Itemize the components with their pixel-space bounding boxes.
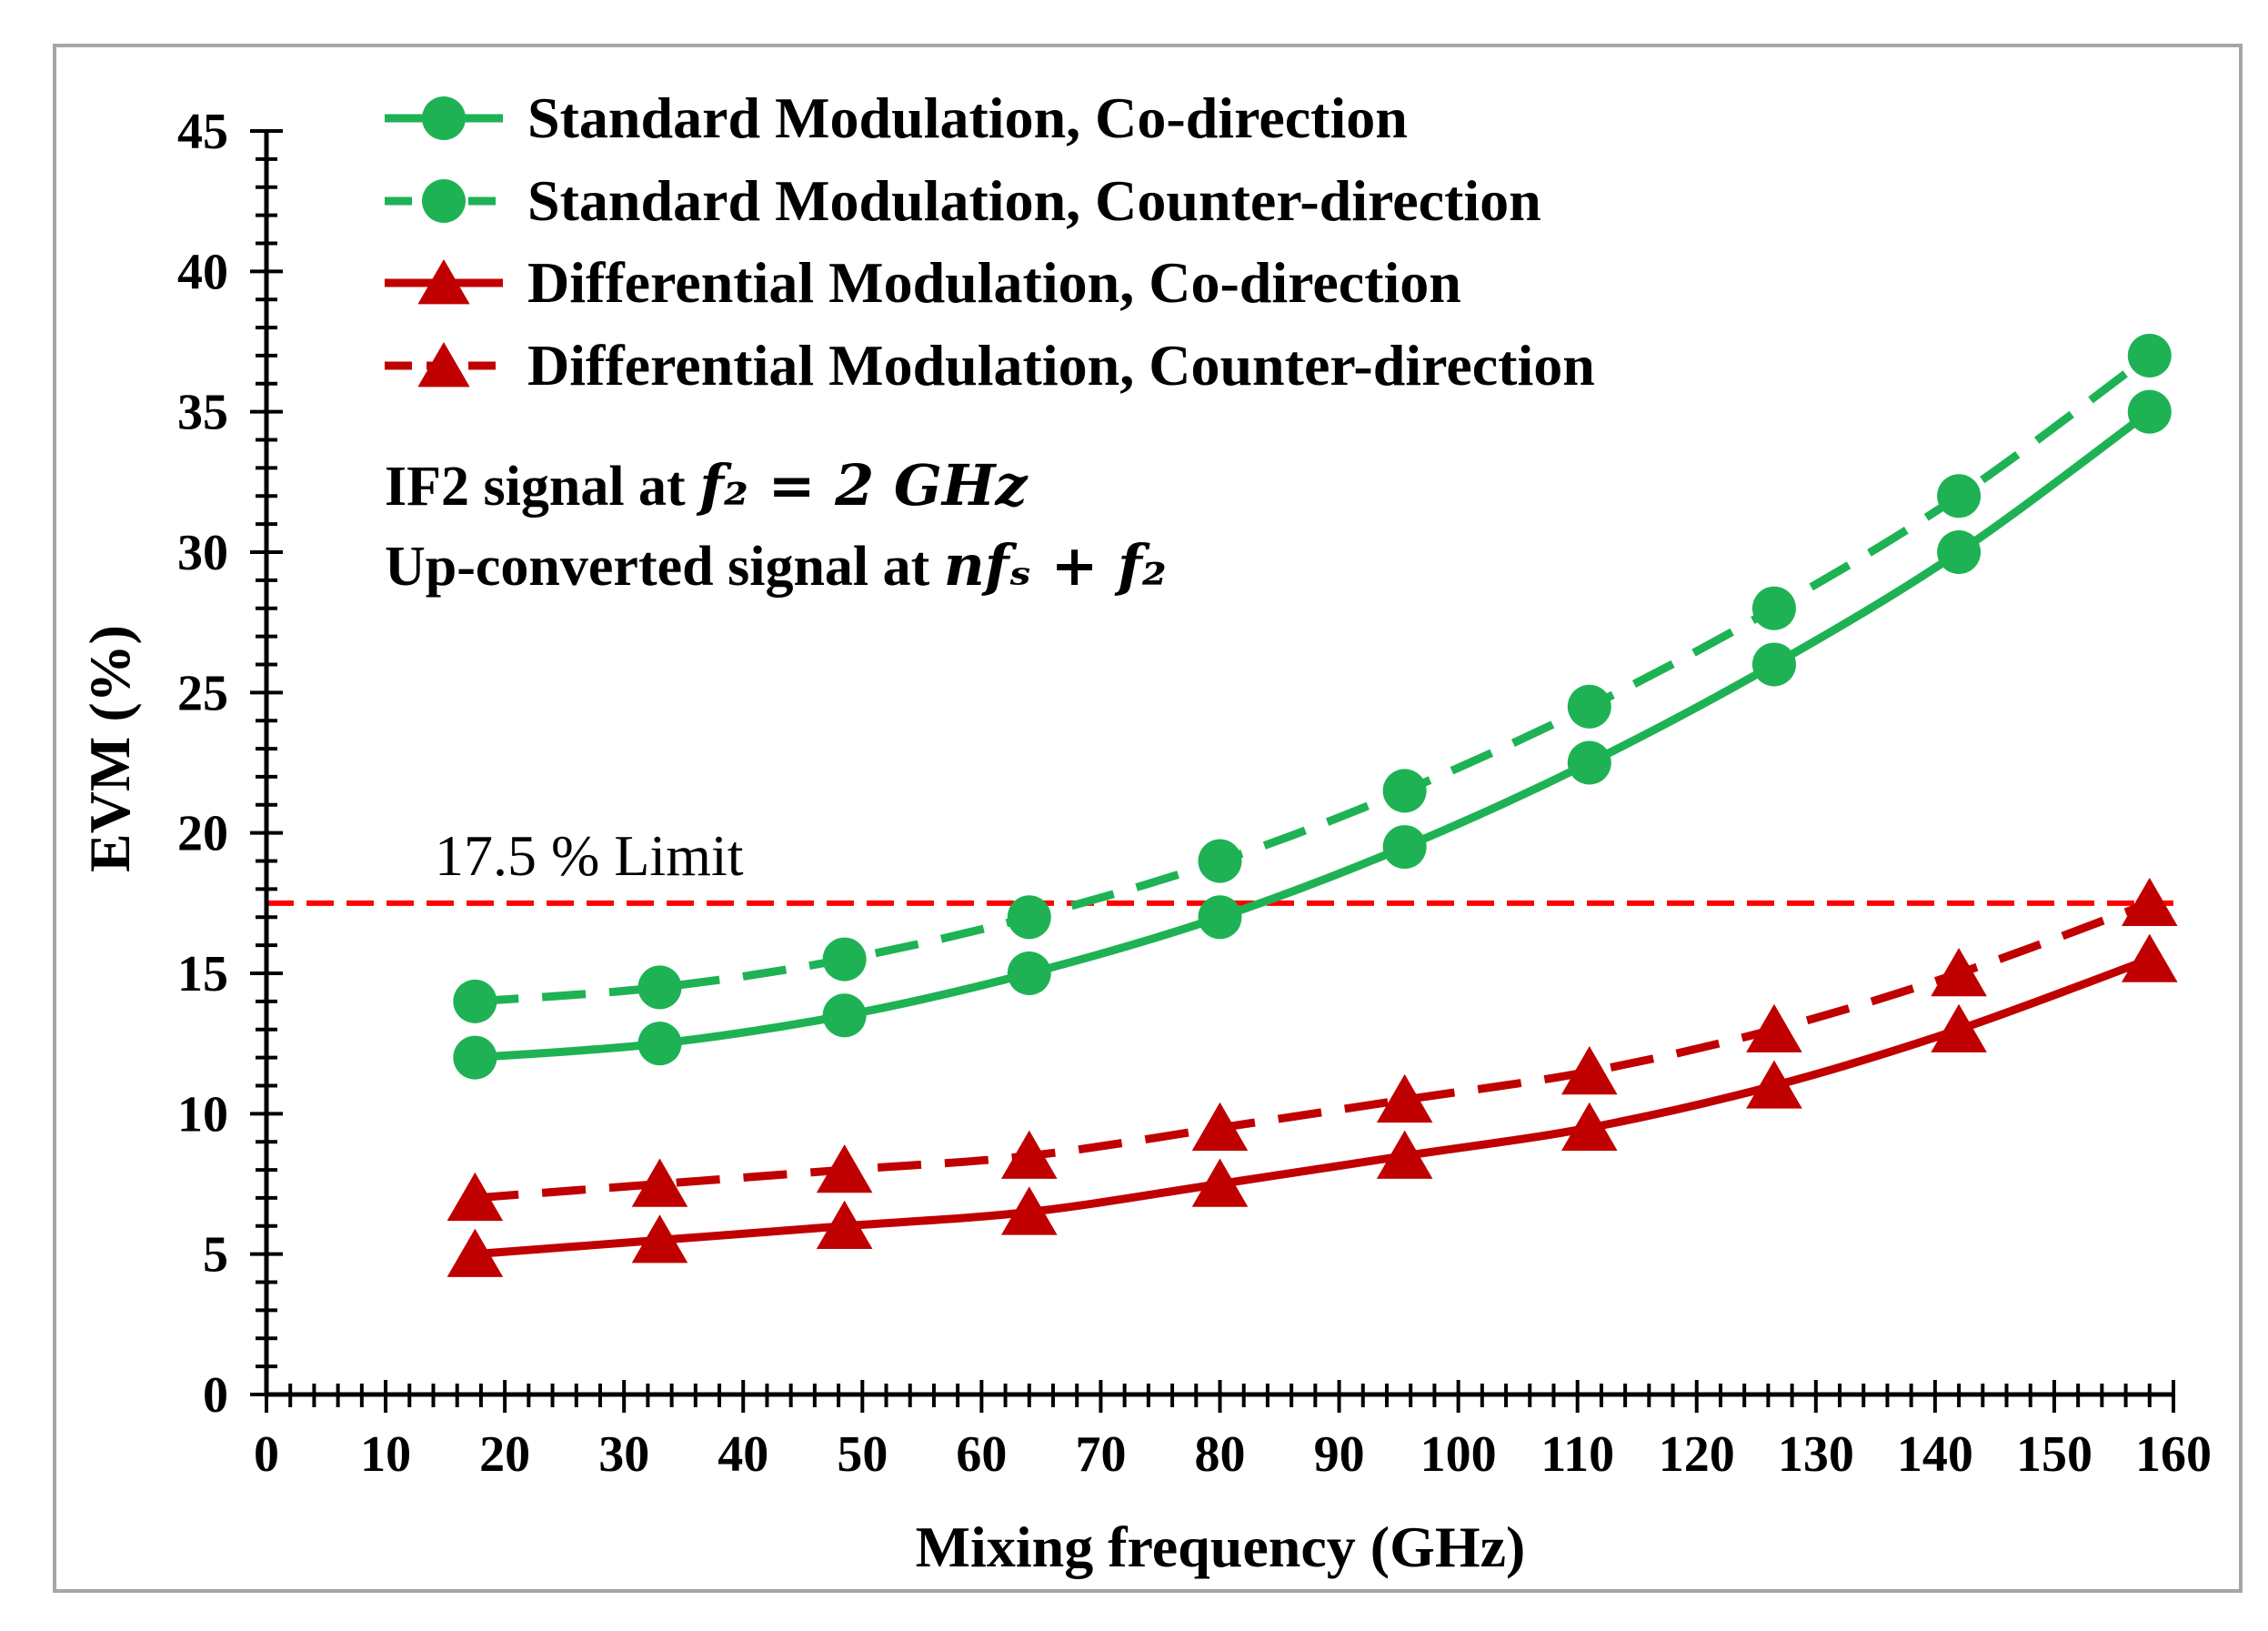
data-point-differential-modulation-counter-direction (1746, 1003, 1802, 1052)
data-point-differential-modulation-counter-direction (447, 1172, 504, 1222)
data-point-differential-modulation-counter-direction (1561, 1046, 1618, 1095)
data-point-differential-modulation-counter-direction (631, 1158, 688, 1207)
legend-marker-differential-modulation-co-direction (417, 259, 470, 305)
x-tick-label: 160 (2135, 1426, 2212, 1483)
limit-label: 17.5 % Limit (435, 823, 744, 888)
data-point-differential-modulation-co-direction (2121, 933, 2178, 982)
x-tick-label: 90 (1314, 1426, 1365, 1483)
data-point-differential-modulation-co-direction (1931, 1003, 1987, 1052)
y-tick-label: 45 (177, 104, 228, 160)
x-tick-label: 110 (1540, 1426, 1614, 1483)
annotation-line-2-text: Up-converted signal at (385, 536, 944, 598)
plot-area (266, 333, 2178, 1277)
series-line-standard-modulation-counter-direction (475, 352, 2153, 1006)
data-point-differential-modulation-counter-direction (1376, 1073, 1433, 1123)
x-tick-label: 40 (718, 1426, 768, 1483)
y-tick-label: 15 (177, 946, 228, 1002)
data-point-standard-modulation-counter-direction (637, 965, 682, 1010)
legend-label-differential-modulation-counter-direction: Differential Modulation, Counter-directi… (527, 333, 1595, 398)
annotation-line-1: IF2 signal at f₂ = 2 GHz (385, 452, 1029, 518)
data-point-standard-modulation-co-direction (637, 1022, 682, 1066)
x-tick-label: 30 (598, 1426, 649, 1483)
x-tick-label: 120 (1659, 1426, 1735, 1483)
data-point-standard-modulation-co-direction (1937, 530, 1982, 574)
legend-marker-standard-modulation-co-direction (422, 96, 466, 140)
data-point-standard-modulation-counter-direction (1382, 769, 1427, 813)
data-point-differential-modulation-counter-direction (1001, 1130, 1058, 1179)
data-point-standard-modulation-counter-direction (453, 979, 497, 1023)
data-point-standard-modulation-co-direction (1751, 642, 1796, 687)
y-tick-label: 20 (177, 806, 228, 862)
annotation-line-2-math: nfₛ + f₂ (944, 532, 1167, 599)
data-point-standard-modulation-co-direction (1382, 825, 1427, 870)
annotation-line-2: Up-converted signal at nfₛ + f₂ (385, 532, 1167, 599)
legend-label-standard-modulation-co-direction: Standard Modulation, Co-direction (527, 86, 1408, 150)
data-point-differential-modulation-co-direction (1191, 1158, 1249, 1207)
data-point-differential-modulation-co-direction (631, 1214, 688, 1264)
data-point-standard-modulation-co-direction (1007, 951, 1051, 995)
data-point-differential-modulation-counter-direction (1931, 948, 1987, 997)
legend-marker-differential-modulation-counter-direction (417, 342, 470, 388)
y-tick-label: 40 (177, 244, 228, 300)
data-point-differential-modulation-counter-direction (2121, 877, 2178, 927)
data-point-standard-modulation-counter-direction (822, 937, 867, 982)
legend-label-differential-modulation-co-direction: Differential Modulation, Co-direction (527, 250, 1461, 315)
data-point-standard-modulation-co-direction (1198, 895, 1242, 940)
data-point-standard-modulation-counter-direction (1751, 586, 1796, 630)
y-tick-label: 10 (177, 1086, 228, 1143)
data-point-standard-modulation-co-direction (1567, 740, 1611, 785)
data-point-differential-modulation-counter-direction (816, 1144, 873, 1193)
data-point-differential-modulation-counter-direction (1191, 1102, 1249, 1151)
x-tick-label: 10 (360, 1426, 411, 1483)
data-point-standard-modulation-counter-direction (1567, 684, 1611, 729)
x-tick-label: 70 (1075, 1426, 1126, 1483)
data-point-standard-modulation-counter-direction (1937, 474, 1982, 518)
annotation-line-1-math: f₂ = 2 GHz (696, 452, 1029, 518)
legend: Standard Modulation, Co-direction Standar… (385, 86, 1595, 398)
x-tick-label: 130 (1778, 1426, 1854, 1483)
x-tick-label: 50 (837, 1426, 888, 1483)
y-tick-label: 25 (177, 665, 228, 721)
data-point-standard-modulation-co-direction (2127, 389, 2172, 434)
series-line-differential-modulation-counter-direction (475, 899, 2152, 1203)
data-point-standard-modulation-co-direction (453, 1035, 497, 1080)
x-tick-label: 20 (479, 1426, 530, 1483)
data-point-differential-modulation-co-direction (1561, 1102, 1618, 1151)
axes: 0 5 10 15 20 25 30 35 40 45 0 10 20 30 40 50 60 70 80 90 100… (177, 104, 2212, 1483)
y-tick-label: 30 (177, 525, 228, 581)
y-tick-label: 35 (177, 385, 228, 441)
legend-marker-standard-modulation-counter-direction (422, 179, 466, 223)
x-tick-label: 60 (956, 1426, 1007, 1483)
y-tick-label: 5 (203, 1227, 228, 1284)
x-tick-label: 150 (2016, 1426, 2092, 1483)
data-point-differential-modulation-co-direction (447, 1228, 504, 1277)
legend-label-standard-modulation-counter-direction: Standard Modulation, Counter-direction (527, 168, 1541, 233)
x-tick-label: 140 (1897, 1426, 1973, 1483)
series-line-differential-modulation-co-direction (475, 955, 2152, 1259)
x-tick-label: 100 (1420, 1426, 1497, 1483)
data-point-standard-modulation-co-direction (822, 993, 867, 1038)
x-tick-label: 0 (254, 1426, 279, 1483)
data-point-differential-modulation-co-direction (816, 1200, 873, 1249)
series-line-standard-modulation-co-direction (475, 408, 2153, 1062)
y-tick-label: 0 (203, 1367, 228, 1424)
chart-frame (53, 44, 2243, 1593)
data-point-standard-modulation-counter-direction (1007, 895, 1051, 940)
x-tick-label: 80 (1195, 1426, 1246, 1483)
y-axis-title: EVM (%) (77, 625, 142, 872)
data-point-differential-modulation-co-direction (1001, 1186, 1058, 1235)
data-point-standard-modulation-counter-direction (1198, 839, 1242, 883)
data-point-differential-modulation-co-direction (1746, 1060, 1802, 1109)
annotation-line-1-text: IF2 signal at (385, 456, 699, 518)
data-point-standard-modulation-counter-direction (2127, 333, 2172, 378)
x-axis-title: Mixing frequency (GHz) (916, 1515, 1526, 1579)
data-point-differential-modulation-co-direction (1376, 1130, 1433, 1179)
